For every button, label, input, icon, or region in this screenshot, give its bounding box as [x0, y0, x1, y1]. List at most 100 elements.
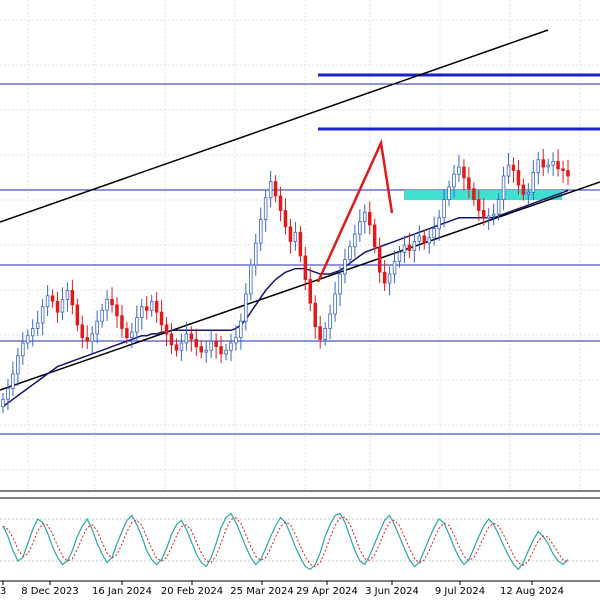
candle-body	[16, 355, 20, 375]
candle-body	[55, 300, 60, 313]
candle-body	[40, 306, 45, 324]
candle-body	[1, 398, 5, 407]
candle-body	[204, 349, 208, 353]
candle-body	[194, 338, 198, 348]
candle-body	[402, 244, 407, 253]
candle-body	[298, 231, 303, 257]
candle-body	[437, 217, 441, 230]
candle-body	[526, 191, 531, 195]
candles	[1, 148, 570, 413]
candle-body	[50, 295, 55, 302]
candle-body	[258, 219, 263, 244]
candle-body	[35, 322, 40, 329]
candle-body	[566, 170, 570, 177]
channel-upper-line	[0, 29, 549, 223]
moving-average	[2, 189, 569, 408]
candle-body	[496, 199, 501, 215]
candle-body	[278, 195, 283, 211]
candle-body	[189, 333, 194, 340]
candle-body	[154, 300, 159, 313]
candle-body	[318, 326, 322, 340]
candle-body	[95, 320, 99, 335]
candle-body	[268, 181, 273, 199]
candle-body	[130, 331, 134, 338]
candle-body	[11, 373, 15, 389]
candle-body	[397, 251, 402, 262]
candle-body	[174, 344, 179, 351]
candle-body	[293, 231, 298, 242]
drawn-pattern	[316, 138, 394, 283]
candle-body	[561, 168, 565, 172]
candle-body	[239, 320, 243, 338]
candle-body	[60, 298, 65, 313]
candle-body	[362, 211, 367, 222]
candle-body	[556, 161, 560, 170]
candle-body	[367, 211, 372, 226]
candle-body	[75, 304, 80, 326]
candle-body	[283, 210, 288, 228]
candle-body	[144, 306, 149, 311]
moving-average-line	[2, 189, 569, 408]
candle-body	[372, 224, 377, 248]
candle-body	[392, 260, 397, 275]
candle-body	[6, 387, 10, 400]
x-tick-label: 16 Jan 2024	[92, 586, 152, 597]
x-tick-label: 3	[0, 586, 6, 597]
candle-body	[323, 328, 327, 340]
candle-body	[21, 342, 25, 357]
candle-body	[253, 242, 258, 266]
candle-body	[338, 273, 342, 295]
candle-body	[90, 333, 94, 342]
x-tick-label: 8 Dec 2023	[21, 586, 79, 597]
candle-body	[308, 279, 312, 304]
candle-body	[377, 246, 382, 273]
candle-body	[263, 197, 268, 221]
candle-body	[353, 233, 357, 248]
support-zone-rect	[404, 190, 562, 200]
candle-body	[288, 226, 293, 242]
x-tick-label: 29 Apr 2024	[296, 586, 358, 597]
candle-body	[417, 235, 422, 242]
candle-body	[407, 244, 412, 251]
candle-body	[80, 324, 85, 338]
candle-body	[412, 240, 417, 251]
x-tick-label: 9 Jul 2024	[435, 586, 485, 597]
candle-body	[531, 171, 536, 193]
candle-body	[546, 164, 550, 168]
candle-body	[85, 337, 90, 342]
candle-body	[209, 340, 213, 351]
candle-body	[541, 159, 546, 168]
candle-body	[199, 346, 203, 353]
candle-body	[452, 173, 456, 188]
candle-body	[506, 164, 511, 177]
candle-body	[422, 235, 426, 244]
candle-body	[65, 289, 70, 300]
candle-body	[387, 273, 392, 284]
candle-body	[273, 181, 278, 197]
candle-body	[169, 333, 174, 346]
candle-body	[481, 210, 486, 219]
candle-body	[244, 293, 248, 322]
candle-body	[486, 215, 491, 219]
candle-body	[457, 166, 461, 175]
candle-body	[501, 175, 506, 201]
drawn-pattern-line	[316, 138, 394, 283]
candle-body	[115, 304, 119, 317]
candle-body	[343, 259, 347, 275]
x-tick-label: 3 Jun 2024	[365, 586, 419, 597]
candle-body	[248, 264, 253, 295]
candle-body	[219, 346, 223, 355]
candle-body	[30, 328, 35, 337]
support-zone	[404, 190, 562, 200]
candle-body	[467, 177, 471, 190]
candle-body	[462, 166, 466, 179]
candle-body	[229, 342, 233, 351]
x-tick-label: 25 Mar 2024	[230, 586, 293, 597]
candle-body	[149, 300, 154, 311]
oscillator-pane	[0, 500, 600, 580]
candle-body	[70, 289, 75, 306]
candle-body	[472, 188, 476, 200]
candle-body	[214, 340, 218, 348]
